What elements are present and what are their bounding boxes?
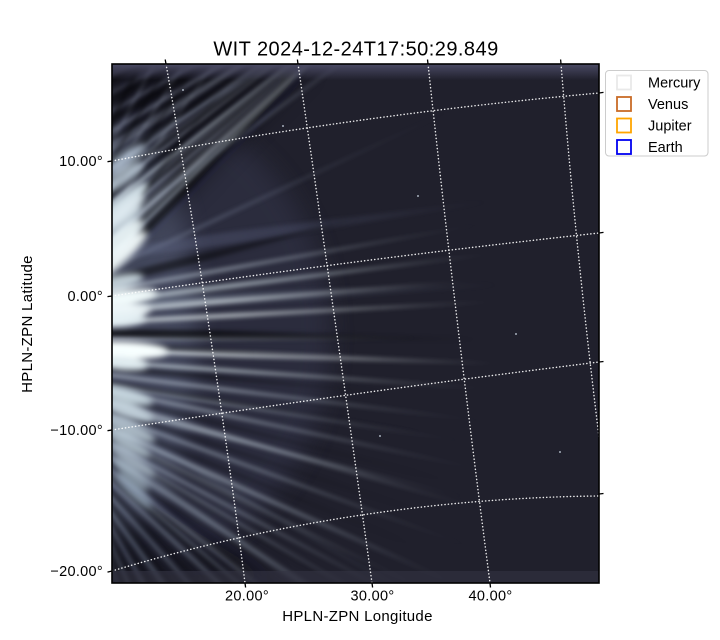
svg-text:30.00°: 30.00° bbox=[351, 589, 395, 605]
svg-text:HPLN-ZPN Latitude: HPLN-ZPN Latitude bbox=[19, 255, 36, 393]
svg-text:Venus: Venus bbox=[648, 97, 688, 113]
svg-text:−20.00°: −20.00° bbox=[50, 564, 103, 580]
svg-text:20.00°: 20.00° bbox=[225, 589, 269, 605]
svg-text:WIT 2024-12-24T17:50:29.849: WIT 2024-12-24T17:50:29.849 bbox=[213, 39, 498, 61]
svg-text:40.00°: 40.00° bbox=[469, 589, 513, 605]
svg-text:Jupiter: Jupiter bbox=[648, 119, 692, 135]
svg-text:Mercury: Mercury bbox=[648, 76, 701, 92]
svg-text:10.00°: 10.00° bbox=[59, 154, 103, 170]
svg-text:Earth: Earth bbox=[648, 140, 683, 156]
svg-text:0.00°: 0.00° bbox=[67, 289, 103, 305]
svg-text:HPLN-ZPN Longitude: HPLN-ZPN Longitude bbox=[282, 608, 432, 625]
svg-text:−10.00°: −10.00° bbox=[50, 423, 103, 439]
